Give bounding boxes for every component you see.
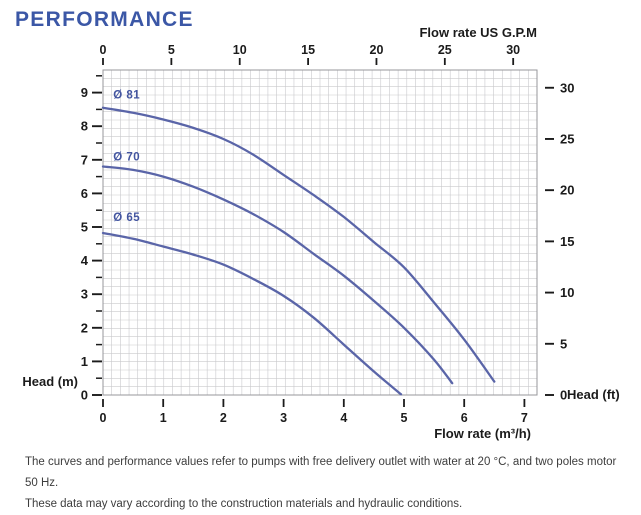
top-axis-ticks: 0 5 10 15 20 25 30 (100, 43, 520, 65)
right-tick-label: 10 (560, 285, 574, 300)
right-axis-title: Head (ft) (567, 387, 620, 402)
curve-label-81: Ø 81 (113, 90, 140, 102)
left-tick-label: 3 (81, 287, 88, 302)
left-tick-label: 7 (81, 152, 88, 167)
top-tick-label: 30 (506, 43, 520, 57)
curve-label-70: Ø 70 (113, 151, 140, 163)
pump-curves: Ø 81 Ø 70 Ø 65 (101, 90, 496, 396)
right-axis-ticks: 0 5 10 15 20 25 30 (545, 80, 574, 403)
left-tick-label: 0 (81, 388, 88, 403)
grid (102, 69, 538, 396)
top-tick-label: 10 (233, 43, 247, 57)
right-tick-label: 0 (560, 388, 567, 403)
left-tick-label: 1 (81, 354, 88, 369)
right-tick-label: 20 (560, 183, 574, 198)
right-tick-label: 15 (560, 234, 574, 249)
bottom-axis-ticks: 0 1 2 3 4 5 6 7 (100, 399, 528, 425)
left-tick-label: 5 (81, 220, 88, 235)
bottom-tick-label: 6 (461, 411, 468, 425)
footnote-line-2: These data may vary according to the con… (25, 498, 463, 510)
bottom-tick-label: 2 (220, 411, 227, 425)
right-tick-label: 25 (560, 131, 574, 146)
top-tick-label: 15 (301, 43, 315, 57)
left-tick-label: 4 (81, 253, 89, 268)
curve-70 (101, 165, 454, 385)
right-tick-label: 30 (560, 80, 574, 95)
bottom-tick-label: 1 (160, 411, 167, 425)
bottom-tick-label: 3 (280, 411, 287, 425)
top-axis-title: Flow rate US G.P.M (419, 25, 537, 40)
left-tick-label: 9 (81, 85, 88, 100)
left-tick-label: 8 (81, 119, 88, 134)
left-tick-label: 2 (81, 320, 88, 335)
bottom-tick-label: 0 (100, 411, 107, 425)
top-tick-label: 20 (370, 43, 384, 57)
curve-65 (101, 231, 403, 396)
left-tick-label: 6 (81, 186, 88, 201)
left-axis-title: Head (m) (22, 374, 78, 389)
curve-label-65: Ø 65 (113, 212, 140, 224)
top-tick-label: 5 (168, 43, 175, 57)
bottom-tick-label: 4 (340, 411, 347, 425)
footnote-line-1: The curves and performance values refer … (25, 456, 617, 489)
footnote: The curves and performance values refer … (25, 452, 625, 515)
performance-chart: 0 5 10 15 20 25 30 0 1 2 3 4 5 6 7 0 1 2 3 4 5 6 7 8 9 0 5 10 15 20 25… (22, 25, 620, 441)
right-tick-label: 5 (560, 336, 567, 351)
top-tick-label: 0 (100, 43, 107, 57)
left-axis-ticks: 0 1 2 3 4 5 6 7 8 9 (81, 75, 102, 403)
top-tick-label: 25 (438, 43, 452, 57)
bottom-axis-title: Flow rate (m³/h) (434, 426, 531, 441)
page-title: PERFORMANCE (15, 8, 194, 31)
generated-chart-content: 0 5 10 15 20 25 30 0 1 2 3 4 5 6 7 0 1 2 3 4 5 6 7 8 9 0 5 10 15 20 25… (81, 43, 575, 425)
curve-81 (101, 106, 496, 383)
bottom-tick-label: 7 (521, 411, 528, 425)
bottom-tick-label: 5 (401, 411, 408, 425)
